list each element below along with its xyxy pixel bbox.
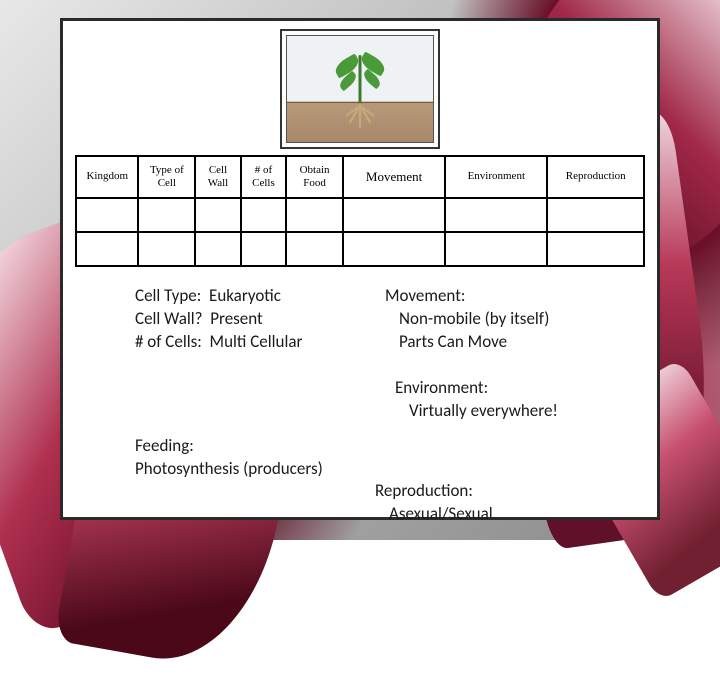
facts-left-block: Cell Type: Eukaryotic Cell Wall? Present… bbox=[135, 285, 302, 354]
col-movement: Movement bbox=[343, 156, 445, 198]
fact-value: Eukaryotic bbox=[209, 285, 281, 306]
table-row bbox=[76, 198, 644, 232]
col-cell-wall: Cell Wall bbox=[195, 156, 240, 198]
col-reproduction: Reproduction bbox=[547, 156, 644, 198]
fact-movement: Movement: Non-mobile (by itself) Parts C… bbox=[385, 285, 549, 354]
fact-label: Environment: bbox=[395, 377, 558, 400]
fact-value: Photosynthesis (producers) bbox=[135, 458, 323, 481]
fact-value: Asexual/Sexual bbox=[375, 503, 493, 526]
fact-label: Reproduction: bbox=[375, 480, 493, 503]
fact-label: Cell Type: bbox=[135, 285, 201, 306]
facts-area: Cell Type: Eukaryotic Cell Wall? Present… bbox=[75, 285, 645, 525]
classification-table: Kingdom Type of Cell Cell Wall # of Cell… bbox=[75, 155, 645, 267]
fact-num-cells: # of Cells: Multi Cellular bbox=[135, 331, 302, 354]
col-environment: Environment bbox=[445, 156, 547, 198]
plant-illustration-frame bbox=[280, 29, 440, 149]
plant-stem bbox=[359, 55, 362, 104]
col-kingdom: Kingdom bbox=[76, 156, 138, 198]
fact-label: Cell Wall? bbox=[135, 308, 203, 329]
fact-value: Parts Can Move bbox=[385, 331, 549, 354]
content-card: Kingdom Type of Cell Cell Wall # of Cell… bbox=[60, 18, 660, 520]
table-header-row: Kingdom Type of Cell Cell Wall # of Cell… bbox=[76, 156, 644, 198]
fact-value: Virtually everywhere! bbox=[395, 400, 558, 423]
col-type-of-cell: Type of Cell bbox=[138, 156, 195, 198]
fact-cell-wall: Cell Wall? Present bbox=[135, 308, 302, 331]
fact-value: Present bbox=[210, 308, 263, 329]
fact-label: Feeding: bbox=[135, 435, 323, 458]
col-obtain-food: Obtain Food bbox=[286, 156, 343, 198]
fact-feeding: Feeding: Photosynthesis (producers) bbox=[135, 435, 323, 481]
table-row bbox=[76, 232, 644, 266]
fact-label: Movement: bbox=[385, 285, 549, 308]
fact-reproduction: Reproduction: Asexual/Sexual bbox=[375, 480, 493, 526]
col-num-cells: # of Cells bbox=[241, 156, 286, 198]
fact-label: # of Cells: bbox=[135, 331, 202, 352]
fact-value: Multi Cellular bbox=[210, 331, 303, 352]
fact-environment: Environment: Virtually everywhere! bbox=[395, 377, 558, 423]
plant-illustration bbox=[286, 35, 434, 143]
fact-value: Non-mobile (by itself) bbox=[385, 308, 549, 331]
fact-cell-type: Cell Type: Eukaryotic bbox=[135, 285, 302, 308]
